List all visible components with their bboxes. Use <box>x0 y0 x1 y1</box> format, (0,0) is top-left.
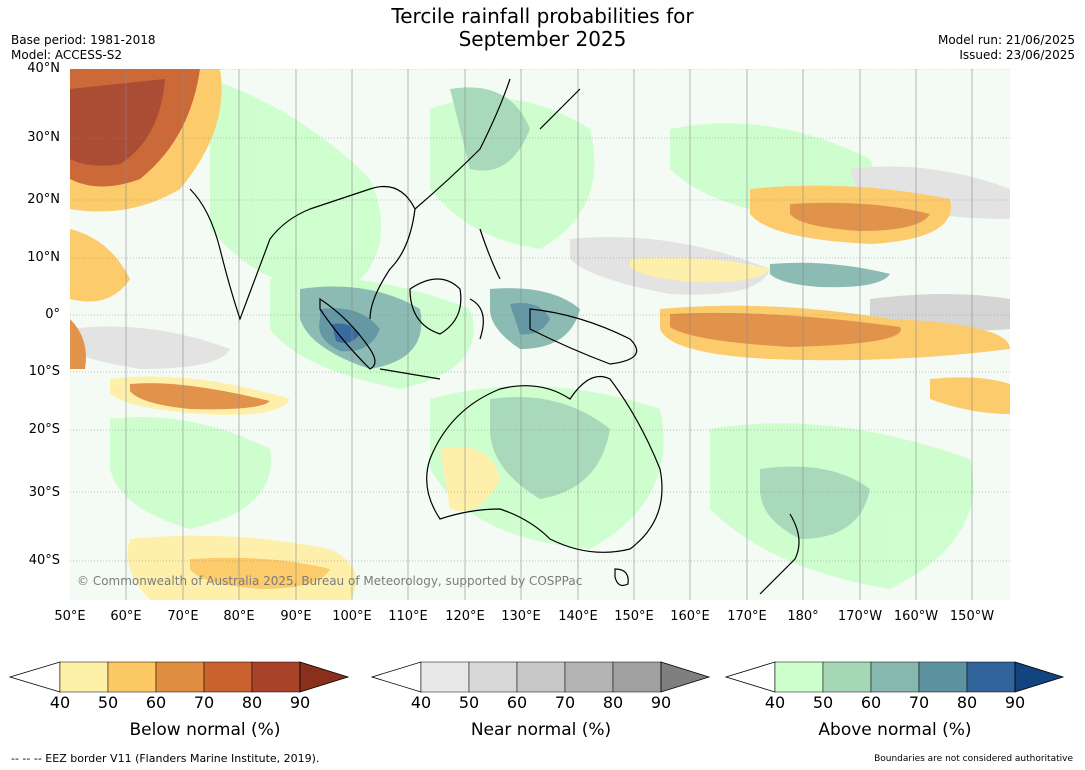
colorbar-tick-label: 80 <box>956 693 978 712</box>
lon-label: 150°W <box>949 609 995 624</box>
colorbar-near-normal <box>370 661 711 693</box>
lon-label: 110°E <box>388 609 428 624</box>
title-line2: September 2025 <box>458 27 627 51</box>
colorbar-segment <box>251 661 301 693</box>
colorbar-below-normal <box>8 661 350 693</box>
colorbar-segment <box>155 661 205 693</box>
colorbar-tick-label: 90 <box>289 693 311 712</box>
colorbar-tick-label: 40 <box>410 693 432 712</box>
model-run: Model run: 21/06/2025 <box>937 33 1075 47</box>
colorbar-tick-label: 60 <box>506 693 528 712</box>
lat-label: 10°S <box>28 364 60 379</box>
colorbar-segment <box>564 661 614 693</box>
lon-label: 60°E <box>110 609 142 624</box>
meta-right: Model run: 21/06/2025 Issued: 23/06/2025 <box>938 33 1075 63</box>
colorbar-segment <box>612 661 662 693</box>
colorbar-segment <box>966 661 1016 693</box>
colorbar-extend-low <box>724 661 776 693</box>
lat-label: 0° <box>45 307 60 322</box>
footer-eez-note: -- -- -- EEZ border V11 (Flanders Marine… <box>11 752 320 765</box>
model-name: Model: ACCESS-S2 <box>11 48 123 62</box>
colorbar-tick-label: 40 <box>764 693 786 712</box>
colorbar-extend-high <box>299 661 350 693</box>
colorbar-extend-low <box>370 661 422 693</box>
colorbar-tick-label: 90 <box>650 693 672 712</box>
map-title: Tercile rainfall probabilities for Septe… <box>0 5 1085 51</box>
colorbar-segment <box>870 661 920 693</box>
colorbar-segment <box>59 661 109 693</box>
meta-left: Base period: 1981-2018 Model: ACCESS-S2 <box>11 33 156 63</box>
colorbar-label-near: Near normal (%) <box>470 720 612 740</box>
lon-label: 90°E <box>280 609 312 624</box>
colorbar-segment <box>107 661 157 693</box>
map-canvas <box>70 69 1010 600</box>
base-period: Base period: 1981-2018 <box>11 33 156 47</box>
lon-label: 130°E <box>501 609 541 624</box>
lon-label: 180° <box>787 609 819 624</box>
lat-label: 20°N <box>27 192 60 207</box>
rainfall-map[interactable] <box>70 69 1010 600</box>
lon-label: 70°E <box>167 609 199 624</box>
lon-label: 150°E <box>614 609 654 624</box>
colorbar-tick-label: 70 <box>908 693 930 712</box>
lon-label: 170°W <box>837 609 883 624</box>
copyright-notice: © Commonwealth of Australia 2025, Bureau… <box>77 574 583 588</box>
lon-label: 80°E <box>223 609 255 624</box>
colorbar-label-above: Above normal (%) <box>818 720 972 740</box>
colorbar-tick-label: 50 <box>97 693 119 712</box>
lat-label: 40°N <box>27 61 60 76</box>
lat-label: 10°N <box>27 250 60 265</box>
colorbar-tick-label: 90 <box>1004 693 1026 712</box>
lat-label: 30°S <box>28 485 60 500</box>
lon-label: 140°E <box>558 609 598 624</box>
colorbar-tick-label: 60 <box>860 693 882 712</box>
colorbar-above-normal <box>724 661 1065 693</box>
lat-label: 40°S <box>28 553 60 568</box>
colorbar-segment <box>420 661 470 693</box>
colorbar-tick-label: 80 <box>602 693 624 712</box>
colorbar-tick-label: 70 <box>193 693 215 712</box>
lon-label: 50°E <box>54 609 86 624</box>
colorbar-extend-high <box>660 661 711 693</box>
colorbar-set <box>8 661 1065 693</box>
footer-disclaimer: Boundaries are not considered authoritat… <box>874 754 1073 764</box>
colorbar-segment <box>774 661 824 693</box>
colorbar-tick-label: 70 <box>554 693 576 712</box>
colorbar-segment <box>516 661 566 693</box>
colorbar-segment <box>822 661 872 693</box>
lat-label: 20°S <box>28 422 60 437</box>
colorbar-tick-label: 50 <box>812 693 834 712</box>
colorbar-segment <box>468 661 518 693</box>
lon-label: 170°E <box>727 609 767 624</box>
colorbar-tick-label: 80 <box>241 693 263 712</box>
lon-label: 120°E <box>445 609 485 624</box>
lon-label: 160°W <box>893 609 939 624</box>
colorbar-extend-high <box>1014 661 1065 693</box>
colorbar-segment <box>918 661 968 693</box>
colorbar-tick-label: 50 <box>458 693 480 712</box>
colorbar-tick-label: 40 <box>49 693 71 712</box>
colorbar-tick-label: 60 <box>145 693 167 712</box>
lon-label: 160°E <box>670 609 710 624</box>
title-line1: Tercile rainfall probabilities for <box>391 4 694 28</box>
colorbar-extend-low <box>8 661 61 693</box>
colorbar-segment <box>203 661 253 693</box>
lat-label: 30°N <box>27 130 60 145</box>
issued-date: Issued: 23/06/2025 <box>959 48 1075 62</box>
colorbar-label-below: Below normal (%) <box>129 720 281 740</box>
lon-label: 100°E <box>332 609 372 624</box>
